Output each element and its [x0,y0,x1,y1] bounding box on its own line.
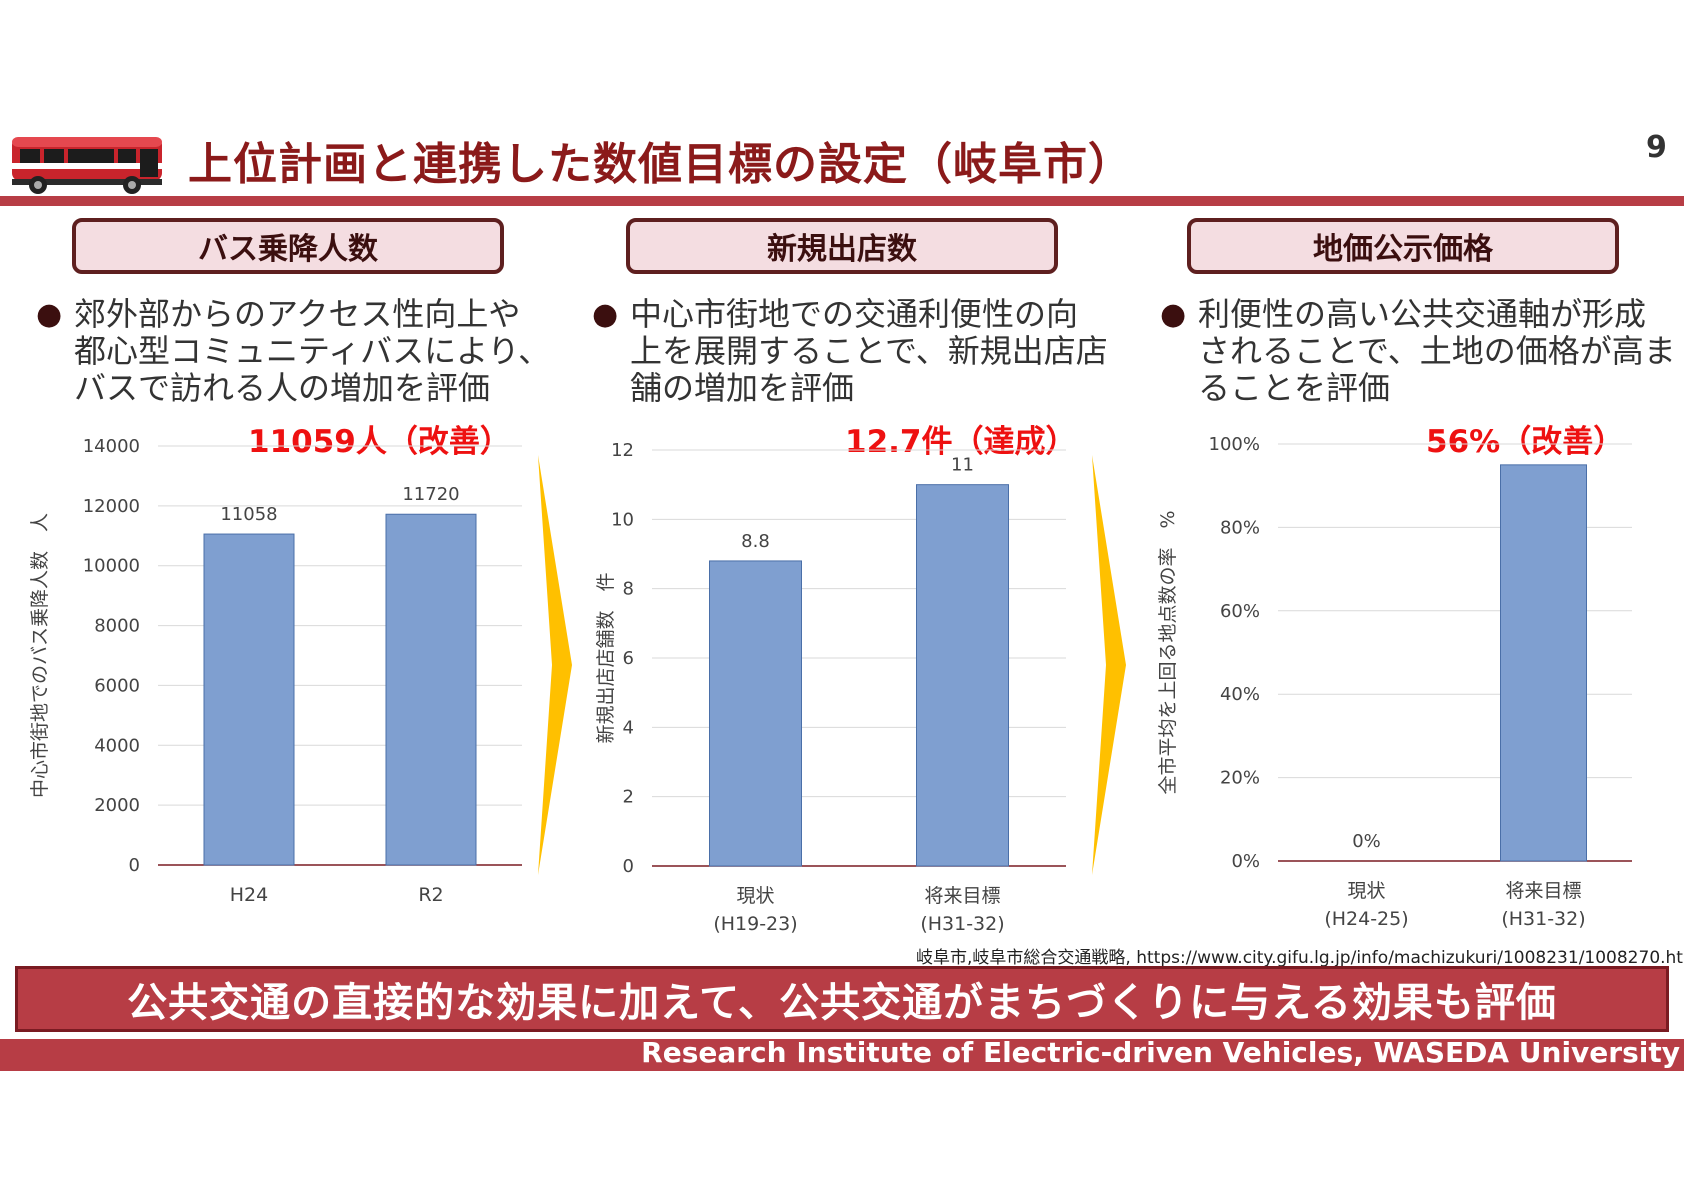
y-tick-label: 0% [1231,851,1260,872]
y-tick-label: 10000 [83,556,140,577]
conclusion-banner: 公共交通の直接的な効果に加えて、公共交通がまちづくりに与える効果も評価 [15,966,1669,1032]
y-axis-label: 全市平均を上回る地点数の率 % [1157,510,1179,794]
x-tick-label: 現状 [736,885,774,907]
title-underline [0,196,1684,206]
panel-heading-new-stores: 新規出店数 [626,218,1058,274]
bar [709,560,802,867]
arrow-right-icon [1092,455,1126,875]
data-label: 11720 [402,484,459,505]
result-land-price: 56%（改善） [1426,424,1625,460]
conclusion-text: 公共交通の直接的な効果に加えて、公共交通がまちづくりに与える効果も評価 [127,980,1557,1026]
bar [916,484,1009,867]
bullet-line: 利便性の高い公共交通軸が形成 [1198,295,1647,333]
y-tick-label: 100% [1209,434,1260,455]
bullet-line: ることを評価 [1198,369,1391,407]
x-tick-label: (H31-32) [920,913,1004,935]
bar [203,533,295,866]
bar [385,513,477,866]
y-axis-label: 中心市街地でのバス乗降人数 人 [29,513,51,798]
y-tick-label: 8000 [94,616,140,637]
data-label: 11058 [220,504,277,525]
y-tick-label: 60% [1220,601,1260,622]
panel-bullet-land-price: ● 利便性の高い公共交通軸が形成 されることで、土地の価格が高ま ることを評価 [1160,295,1676,407]
y-tick-label: 2000 [94,795,140,816]
bus-logo-icon [8,133,166,197]
data-label: 11 [951,455,974,476]
x-tick-label: (H24-25) [1324,908,1408,930]
y-tick-label: 0 [623,856,634,877]
panel-heading-land-price: 地価公示価格 [1187,218,1619,274]
x-tick-label: (H31-32) [1501,908,1585,930]
y-tick-label: 4000 [94,735,140,756]
x-tick-label: 将来目標 [1505,880,1581,902]
footer-bar [0,1039,1684,1071]
y-tick-label: 8 [623,579,634,600]
chart-bus-ridership: 0 2000 4000 6000 8000 10000 12000 14000 中心市街地でのバ… [29,436,522,906]
footer-text: Research Institute of Electric-driven Ve… [641,1036,1680,1069]
bar [1500,464,1587,862]
result-bus-ridership: 11059人（改善） [248,424,511,460]
y-tick-label: 80% [1220,517,1260,538]
bullet-line: バスで訪れる人の増加を評価 [74,369,491,407]
x-tick-label: H24 [230,884,268,906]
bullet-line: 中心市街地での交通利便性の向 [630,295,1079,333]
chart-land-price: 0% 20% 40% 60% 80% 100% 全市平均を上回る地点数の率 % 0% 現状 (H2… [1157,434,1632,930]
x-tick-label: R2 [418,884,443,906]
x-tick-label: 将来目標 [924,885,1000,907]
bullet-line: 都心型コミュニティバスにより、 [74,332,551,370]
y-tick-label: 12 [611,440,634,461]
chart-new-stores: 0 2 4 6 8 10 12 新規出店店舗数 件 8.8 現状 (H19-23) 11 将来目標 (H3… [595,440,1066,935]
arrow-right-icon [538,455,572,875]
y-tick-label: 12000 [83,496,140,517]
page-number: 9 [1646,130,1667,165]
y-tick-label: 40% [1220,684,1260,705]
x-tick-label: 現状 [1347,880,1385,902]
bullet-line: 郊外部からのアクセス性向上や [74,295,521,333]
y-tick-label: 10 [611,509,634,530]
result-new-stores: 12.7件（達成） [845,424,1077,460]
y-tick-label: 2 [623,787,634,808]
y-axis-label: 新規出店店舗数 件 [595,572,617,743]
panel-bullet-new-stores: ● 中心市街地での交通利便性の向 上を展開することで、新規出店店 舗の増加を評価 [592,295,1108,407]
y-tick-label: 0 [129,855,140,876]
bullet-line: 舗の増加を評価 [630,369,855,407]
source-citation: 岐阜市,岐阜市総合交通戦略, https://www.city.gifu.lg.… [916,948,1684,968]
x-tick-label: (H19-23) [713,913,797,935]
y-tick-label: 6000 [94,675,140,696]
data-label: 8.8 [741,531,770,552]
y-tick-label: 14000 [83,436,140,457]
bullet-line: 上を展開することで、新規出店店 [630,332,1108,370]
panel-bullet-bus-ridership: ● 郊外部からのアクセス性向上や 都心型コミュニティバスにより、 バスで訪れる人… [36,295,551,407]
data-label: 0% [1352,831,1381,852]
y-tick-label: 4 [623,717,634,738]
panel-heading-bus-ridership: バス乗降人数 [72,218,504,274]
y-tick-label: 6 [623,648,634,669]
y-tick-label: 20% [1220,768,1260,789]
page-title: 上位計画と連携した数値目標の設定（岐阜市） [188,139,1133,190]
bullet-line: されることで、土地の価格が高ま [1198,332,1676,370]
